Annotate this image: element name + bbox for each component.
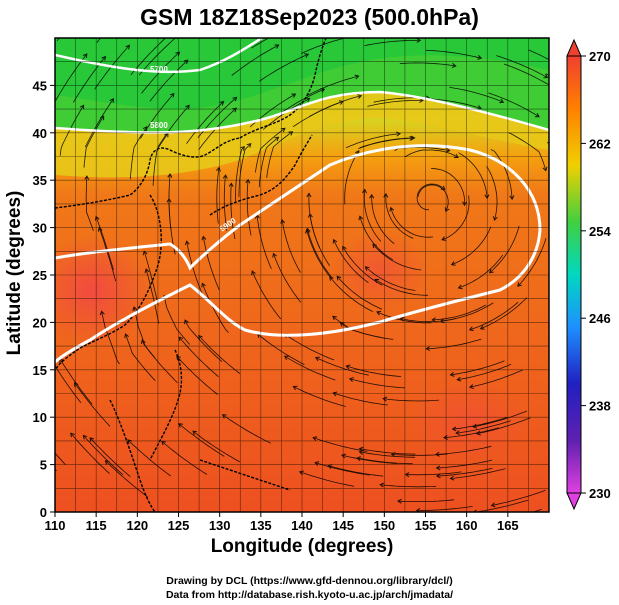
x-tick-label: 155 xyxy=(415,518,437,533)
y-tick-label: 35 xyxy=(33,173,47,188)
y-tick-label: 25 xyxy=(33,268,47,283)
contour-5800 xyxy=(55,90,549,134)
x-tick-label: 165 xyxy=(497,518,519,533)
gridlines xyxy=(54,37,550,513)
colorbar-body xyxy=(566,55,582,494)
x-tick-label: 150 xyxy=(373,518,395,533)
contour-label-5800: 5800 xyxy=(150,121,168,130)
x-tick-label: 110 xyxy=(45,518,66,533)
x-tick-label: 160 xyxy=(456,518,478,533)
y-axis: 0 5 10 15 20 25 30 35 40 45 xyxy=(33,78,55,520)
y-tick-label: 30 xyxy=(33,221,47,236)
colorbar-tick-label: 254 xyxy=(589,224,611,239)
x-tick-label: 115 xyxy=(86,518,107,533)
colorbar-tick-label: 230 xyxy=(589,486,611,501)
y-tick-label: 5 xyxy=(40,458,47,473)
x-axis: 110 115 120 125 130 135 140 145 150 155 160 165 xyxy=(45,512,519,533)
colorbar-max-arrow xyxy=(566,38,582,57)
y-tick-label: 20 xyxy=(33,315,47,330)
x-tick-label: 120 xyxy=(126,518,148,533)
x-tick-label: 145 xyxy=(332,518,354,533)
contour-5900 xyxy=(55,144,542,364)
x-tick-label: 125 xyxy=(168,518,190,533)
colorbar-tick-label: 270 xyxy=(589,49,611,64)
x-axis-label: Longitude (degrees) xyxy=(210,536,394,557)
colorbar-tick-label: 238 xyxy=(589,399,611,414)
x-tick-label: 140 xyxy=(291,518,313,533)
contour-label-5700: 5700 xyxy=(150,65,168,74)
x-tick-label: 135 xyxy=(250,518,272,533)
y-axis-label: Latitude (degrees) xyxy=(4,190,25,356)
y-tick-label: 15 xyxy=(33,363,47,378)
colorbar-tick-label: 246 xyxy=(589,311,611,326)
colorbar: 270 262 254 246 238 230 xyxy=(566,38,611,511)
chart-title: GSM 18Z18Sep2023 (500.0hPa) xyxy=(140,4,479,30)
credit-data: Data from http://database.rish.kyoto-u.a… xyxy=(165,589,454,601)
y-tick-label: 10 xyxy=(33,410,47,425)
colorbar-min-arrow xyxy=(566,492,582,511)
y-tick-label: 0 xyxy=(40,505,47,520)
contour-5700 xyxy=(55,38,263,74)
credit-drawing: Drawing by DCL (https://www.gfd-dennou.o… xyxy=(166,575,453,587)
colorbar-tick-label: 262 xyxy=(589,136,611,151)
y-tick-label: 45 xyxy=(33,78,47,93)
x-tick-label: 130 xyxy=(209,518,231,533)
coastlines xyxy=(55,38,327,512)
height-contours xyxy=(55,38,549,364)
y-tick-label: 40 xyxy=(33,126,47,141)
